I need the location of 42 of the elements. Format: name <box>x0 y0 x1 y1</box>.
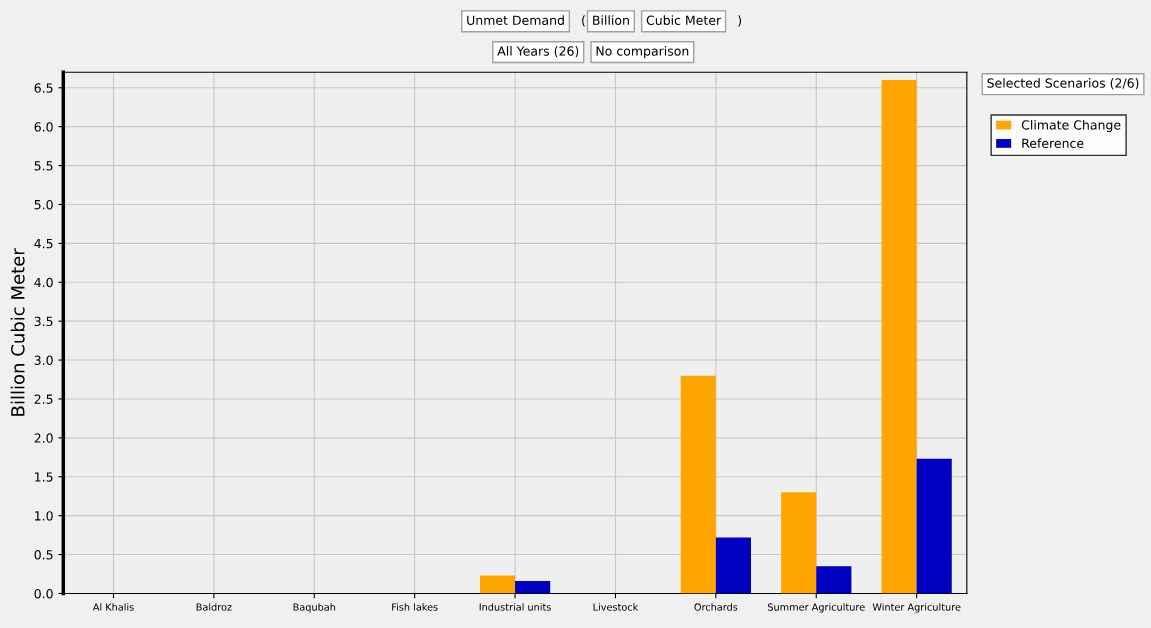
text: Billion <box>593 15 629 25</box>
y-tick-label: 2.5 <box>34 394 53 404</box>
bar <box>816 566 852 594</box>
bar <box>479 575 516 594</box>
bar <box>715 537 751 594</box>
y-tick-label: 3.5 <box>34 316 53 327</box>
y-tick-label: 5.5 <box>34 161 53 171</box>
y-tick-label: 2.0 <box>34 433 53 443</box>
bar <box>781 492 817 594</box>
y-tick-label: 6.5 <box>34 83 53 93</box>
text: No comparison <box>596 46 689 59</box>
x-tick-label: Al Khalis <box>92 603 134 611</box>
y-tick-label: 0.0 <box>34 588 53 599</box>
y-tick-label: 3.0 <box>34 355 53 365</box>
y-tick-label: 1.0 <box>35 511 53 521</box>
legend-label: Climate Change <box>1021 119 1121 133</box>
y-tick-label: 4.5 <box>34 239 53 249</box>
y-tick-label: 4.0 <box>34 277 53 288</box>
bar <box>916 458 952 594</box>
x-tick-label: Winter Agriculture <box>872 603 961 613</box>
bar <box>515 581 551 594</box>
x-tick-label: Livestock <box>593 603 639 611</box>
bar <box>881 80 917 594</box>
y-tick-label: 6.0 <box>34 122 53 132</box>
x-tick-label: Industrial units <box>479 603 551 611</box>
bar <box>680 375 716 594</box>
y-axis-title: Billion Cubic Meter <box>10 248 25 416</box>
text: All Years (26) <box>497 46 579 58</box>
text: Cubic Meter <box>646 15 722 25</box>
x-tick-label: Baqubah <box>293 603 336 613</box>
text: ) <box>738 15 742 27</box>
y-tick-label: 0.5 <box>34 550 53 560</box>
text: ( <box>582 15 585 27</box>
text: Unmet Demand <box>467 15 564 25</box>
legend-label: Reference <box>1022 138 1084 148</box>
y-tick-label: 5.0 <box>34 199 53 210</box>
x-tick-label: Orchards <box>694 603 738 611</box>
x-tick-label: Baldroz <box>196 603 232 611</box>
y-tick-label: 1.5 <box>35 472 53 482</box>
text: Selected Scenarios (2/6) <box>987 78 1139 90</box>
x-tick-label: Fish lakes <box>392 603 438 611</box>
x-tick-label: Summer Agriculture <box>767 603 865 613</box>
